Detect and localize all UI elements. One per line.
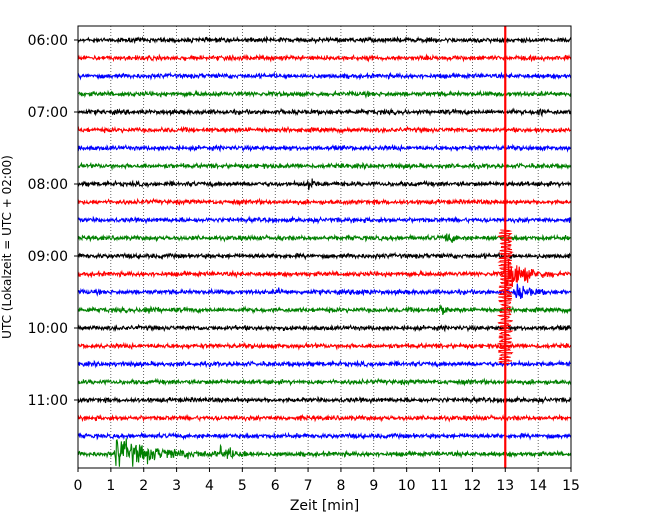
y-tick-label: 07:00: [28, 105, 68, 121]
trace-1145: [77, 438, 572, 467]
x-axis-title: Zeit [min]: [290, 498, 359, 514]
y-tick-label: 10:00: [28, 321, 68, 337]
plot-frame: [77, 25, 572, 469]
trace-0845: [77, 233, 572, 243]
x-tick-label: 4: [205, 478, 214, 494]
trace-0945: [77, 304, 572, 316]
y-tick-label: 08:00: [28, 177, 68, 193]
trace-0615: [77, 53, 572, 63]
x-tick-label: 12: [463, 478, 481, 494]
x-tick-label: 0: [74, 478, 83, 494]
trace-0730: [77, 143, 572, 153]
x-tick-label: 11: [431, 478, 449, 494]
y-tick-label: 09:00: [28, 249, 68, 265]
trace-1030: [77, 359, 572, 369]
x-axis-ticks: 0 1 2 3 4 5 6 7 8 9 10 11 12 13 14 15: [74, 468, 580, 494]
trace-0700: [77, 107, 572, 118]
y-axis-ticks: 06:00 07:00 08:00 09:00 10:00 11:00: [28, 33, 78, 409]
trace-0915: [77, 258, 572, 288]
trace-1045: [77, 377, 572, 387]
trace-0800: [77, 178, 572, 191]
trace-1115: [77, 413, 572, 423]
x-tick-label: 15: [562, 478, 580, 494]
event-signal: [496, 229, 514, 365]
x-tick-label: 10: [398, 478, 416, 494]
x-tick-label: 13: [496, 478, 514, 494]
trace-0900: [77, 251, 572, 261]
x-tick-label: 14: [529, 478, 547, 494]
x-tick-label: 3: [172, 478, 181, 494]
event-marker-group: [496, 26, 514, 468]
trace-1130: [77, 431, 572, 441]
trace-0815: [77, 197, 572, 207]
trace-0645: [77, 89, 572, 99]
trace-0830: [77, 215, 572, 225]
x-tick-label: 6: [271, 478, 280, 494]
trace-0715: [77, 125, 572, 135]
traces-group: [77, 35, 572, 467]
trace-1015: [77, 341, 572, 351]
trace-0630: [77, 71, 572, 81]
trace-0600: [77, 35, 572, 45]
trace-1100: [77, 395, 572, 405]
y-axis-title: UTC (Lokalzeit = UTC + 02:00): [0, 155, 14, 339]
x-tick-label: 2: [139, 478, 148, 494]
y-tick-label: 06:00: [28, 33, 68, 49]
x-tick-label: 1: [106, 478, 115, 494]
x-tick-label: 5: [238, 478, 247, 494]
x-tick-label: 7: [304, 478, 313, 494]
trace-1000: [77, 323, 572, 333]
trace-0745: [77, 161, 572, 171]
y-tick-label: 11:00: [28, 393, 68, 409]
trace-0930: [77, 283, 572, 299]
x-tick-label: 9: [369, 478, 378, 494]
x-tick-label: 8: [336, 478, 345, 494]
